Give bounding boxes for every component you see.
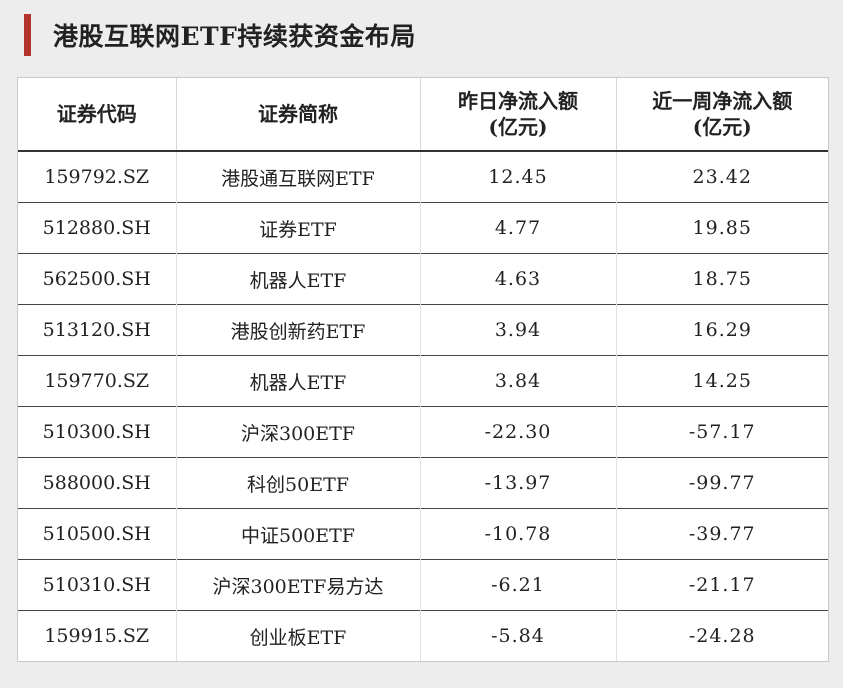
cell-code: 512880.SH: [18, 202, 177, 254]
cell-name: 沪深300ETF易方达: [176, 559, 421, 611]
cell-weekly-inflow: 16.29: [616, 304, 828, 356]
cell-code: 510500.SH: [18, 508, 177, 560]
cell-name: 港股通互联网ETF: [176, 151, 421, 203]
cell-code: 159770.SZ: [18, 355, 177, 407]
cell-weekly-inflow: -57.17: [616, 406, 828, 458]
header-weekly-line1: 近一周净流入额: [652, 89, 793, 113]
page-title: 港股互联网ETF持续获资金布局: [53, 22, 416, 51]
cell-daily-inflow: 4.63: [420, 253, 617, 305]
title-bar: 港股互联网ETF持续获资金布局: [24, 14, 416, 56]
cell-code: 562500.SH: [18, 253, 177, 305]
cell-daily-inflow: 12.45: [420, 151, 617, 203]
cell-code: 159915.SZ: [18, 610, 177, 661]
etf-flow-table: 证券代码 证券简称 昨日净流入额 (亿元) 近一周净流入额 (亿元) 15979…: [17, 77, 829, 662]
cell-weekly-inflow: -24.28: [616, 610, 828, 661]
table-row: 159915.SZ 创业板ETF -5.84 -24.28: [18, 610, 828, 661]
table-row: 510500.SH 中证500ETF -10.78 -39.77: [18, 508, 828, 560]
cell-name: 证券ETF: [176, 202, 421, 254]
cell-name: 机器人ETF: [176, 355, 421, 407]
table-row: 588000.SH 科创50ETF -13.97 -99.77: [18, 457, 828, 509]
header-daily-unit: (亿元): [488, 115, 548, 139]
header-weekly-unit: (亿元): [692, 115, 752, 139]
cell-daily-inflow: -10.78: [420, 508, 617, 560]
table-row: 159792.SZ 港股通互联网ETF 12.45 23.42: [18, 151, 828, 203]
table-row: 510310.SH 沪深300ETF易方达 -6.21 -21.17: [18, 559, 828, 611]
cell-code: 510310.SH: [18, 559, 177, 611]
header-weekly-inflow: 近一周净流入额 (亿元): [616, 78, 828, 152]
title-accent-bar: [24, 14, 31, 56]
cell-name: 机器人ETF: [176, 253, 421, 305]
cell-daily-inflow: 4.77: [420, 202, 617, 254]
cell-daily-inflow: 3.94: [420, 304, 617, 356]
cell-name: 沪深300ETF: [176, 406, 421, 458]
header-daily-inflow: 昨日净流入额 (亿元): [420, 78, 617, 152]
table-header: 证券代码 证券简称 昨日净流入额 (亿元) 近一周净流入额 (亿元): [18, 78, 828, 152]
data-table: 证券代码 证券简称 昨日净流入额 (亿元) 近一周净流入额 (亿元) 15979…: [18, 78, 828, 661]
cell-daily-inflow: -22.30: [420, 406, 617, 458]
cell-name: 中证500ETF: [176, 508, 421, 560]
table-row: 159770.SZ 机器人ETF 3.84 14.25: [18, 355, 828, 407]
cell-daily-inflow: -5.84: [420, 610, 617, 661]
cell-daily-inflow: -6.21: [420, 559, 617, 611]
cell-name: 创业板ETF: [176, 610, 421, 661]
header-row: 证券代码 证券简称 昨日净流入额 (亿元) 近一周净流入额 (亿元): [18, 78, 828, 152]
cell-daily-inflow: 3.84: [420, 355, 617, 407]
header-code: 证券代码: [18, 78, 177, 152]
cell-weekly-inflow: 23.42: [692, 166, 752, 188]
cell-code: 513120.SH: [18, 304, 177, 356]
table-row: 510300.SH 沪深300ETF -22.30 -57.17: [18, 406, 828, 458]
table-row: 513120.SH 港股创新药ETF 3.94 16.29: [18, 304, 828, 356]
cell-weekly-inflow: 19.85: [616, 202, 828, 254]
cell-code: 510300.SH: [18, 406, 177, 458]
cell-code: 588000.SH: [18, 457, 177, 509]
cell-name: 港股创新药ETF: [176, 304, 421, 356]
cell-code: 159792.SZ: [18, 151, 177, 203]
cell-weekly-inflow: -39.77: [616, 508, 828, 560]
table-row: 562500.SH 机器人ETF 4.63 18.75: [18, 253, 828, 305]
cell-weekly-inflow: -21.17: [616, 559, 828, 611]
cell-weekly-inflow: -99.77: [616, 457, 828, 509]
header-daily-line1: 昨日净流入额: [458, 89, 578, 113]
cell-daily-inflow: -13.97: [420, 457, 617, 509]
cell-weekly-inflow: 14.25: [616, 355, 828, 407]
table-row: 512880.SH 证券ETF 4.77 19.85: [18, 202, 828, 254]
cell-weekly-inflow: 18.75: [616, 253, 828, 305]
table-body: 159792.SZ 港股通互联网ETF 12.45 23.42 512880.SH 证券E…: [18, 151, 828, 661]
header-name: 证券简称: [176, 78, 421, 152]
cell-name: 科创50ETF: [176, 457, 421, 509]
